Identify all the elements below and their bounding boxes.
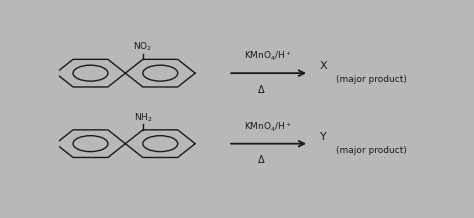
Text: X: X [320,61,328,72]
Text: KMnO$_4$/H$^+$: KMnO$_4$/H$^+$ [245,120,293,134]
Text: (major product): (major product) [336,146,407,155]
Text: Y: Y [320,132,327,142]
Text: NH$_2$: NH$_2$ [134,111,152,124]
Text: Δ: Δ [258,155,264,165]
Text: KMnO$_4$/H$^+$: KMnO$_4$/H$^+$ [245,50,293,63]
Text: (major product): (major product) [336,75,407,84]
Text: NO$_2$: NO$_2$ [133,41,153,53]
Text: Δ: Δ [258,85,264,95]
